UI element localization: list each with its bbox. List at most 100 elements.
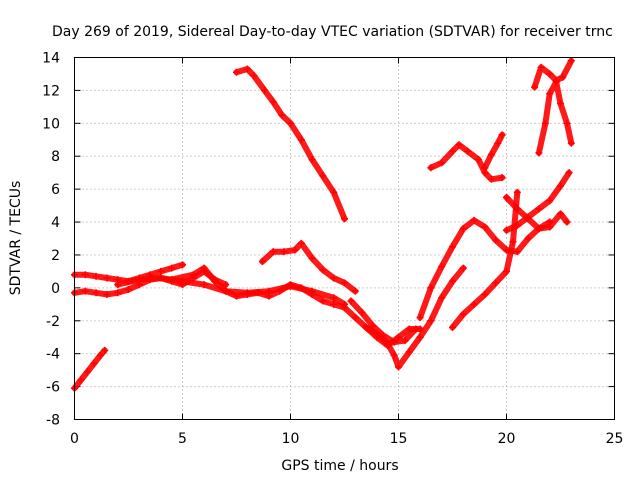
series-arc-17: [531, 57, 575, 91]
data-point-marker: [278, 111, 286, 119]
x-axis-label: GPS time / hours: [281, 458, 398, 474]
data-point-marker: [565, 169, 573, 177]
data-point-marker: [405, 325, 413, 333]
data-point-marker: [459, 310, 467, 318]
data-point-marker: [265, 292, 273, 300]
data-point-marker: [464, 147, 472, 155]
data-point-marker: [513, 221, 521, 229]
data-point-marker: [487, 175, 495, 183]
data-point-marker: [135, 276, 143, 284]
data-point-marker: [384, 340, 392, 348]
data-point-marker: [567, 139, 575, 147]
y-tick-label: -4: [46, 347, 60, 363]
data-point-marker: [481, 290, 489, 298]
y-tick-label: 2: [51, 248, 60, 264]
data-point-marker: [459, 264, 467, 272]
series-arc-13: [449, 188, 521, 331]
data-point-marker: [552, 77, 560, 85]
data-point-marker: [287, 119, 294, 127]
y-tick-label: 12: [42, 83, 60, 99]
data-point-marker: [351, 313, 359, 321]
series-arc-14: [503, 193, 571, 233]
data-point-marker: [319, 172, 327, 180]
series-arc-12: [481, 131, 506, 172]
data-point-marker: [427, 284, 435, 292]
data-point-marker: [481, 223, 489, 231]
data-point-marker: [233, 68, 240, 76]
data-point-marker: [200, 264, 208, 272]
chart-title: Day 269 of 2019, Sidereal Day-to-day VTE…: [52, 24, 613, 40]
data-point-marker: [308, 156, 316, 164]
data-point-marker: [101, 346, 109, 354]
data-point-marker: [261, 86, 269, 94]
data-point-marker: [481, 164, 489, 172]
y-tick-label: -2: [46, 314, 60, 330]
x-tick-label: 20: [498, 431, 516, 447]
data-point-marker: [308, 254, 316, 262]
data-point-marker: [103, 290, 111, 298]
data-point-marker: [297, 239, 305, 247]
data-point-marker: [427, 164, 435, 172]
data-point-marker: [503, 226, 510, 234]
series-trace: [233, 66, 348, 222]
data-point-marker: [189, 271, 197, 279]
data-point-marker: [347, 297, 355, 305]
data-point-marker: [546, 70, 554, 78]
data-point-marker: [492, 236, 500, 244]
data-point-marker: [103, 274, 111, 282]
data-point-marker: [269, 98, 277, 106]
data-point-marker: [341, 215, 348, 223]
tick-labels: 0 5 10 15 20 25 -8 -6 -4 -2 0 2 4 6 8 10 12 14: [42, 51, 623, 448]
data-point-marker: [535, 225, 543, 233]
data-point-marker: [287, 281, 294, 289]
data-point-marker: [438, 294, 446, 302]
x-tick-label: 25: [606, 431, 624, 447]
y-axis-label: SDTVAR / TECUs: [8, 181, 24, 296]
data-point-marker: [546, 223, 554, 231]
data-point-marker: [222, 281, 230, 289]
x-tick-label: 0: [70, 431, 79, 447]
series-arc-15: [503, 169, 573, 234]
y-tick-label: 4: [51, 215, 60, 231]
data-point-marker: [280, 248, 288, 256]
data-point-marker: [470, 216, 478, 224]
data-point-marker: [567, 57, 575, 65]
data-point-marker: [390, 338, 398, 346]
x-tick-label: 5: [178, 431, 187, 447]
data-point-marker: [513, 205, 521, 213]
data-point-marker: [541, 119, 549, 127]
data-point-marker: [449, 277, 456, 285]
data-point-marker: [524, 213, 532, 221]
y-tick-label: 0: [51, 281, 60, 297]
data-point-marker: [330, 188, 338, 196]
data-point-marker: [449, 243, 456, 251]
data-point-marker: [351, 287, 359, 295]
series-trace: [531, 57, 575, 91]
data-point-marker: [254, 289, 262, 297]
data-point-marker: [557, 100, 564, 108]
data-point-marker: [297, 136, 305, 144]
data-point-marker: [211, 277, 219, 285]
series-arc-6: [233, 65, 348, 223]
data-point-marker: [498, 131, 506, 139]
data-point-marker: [319, 297, 327, 305]
data-point-marker: [114, 281, 122, 289]
series-arc-7: [258, 239, 359, 295]
data-point-marker: [92, 289, 100, 297]
data-point-marker: [546, 197, 554, 205]
data-point-marker: [362, 323, 370, 331]
data-point-marker: [341, 304, 348, 312]
data-point-marker: [535, 149, 543, 157]
y-tick-label: 10: [42, 116, 60, 132]
data-point-marker: [330, 300, 338, 308]
series-arc-11: [427, 141, 506, 183]
data-point-marker: [390, 351, 398, 359]
data-point-marker: [233, 292, 240, 300]
data-point-marker: [168, 276, 176, 284]
data-point-marker: [405, 348, 413, 356]
data-point-marker: [412, 325, 420, 333]
data-point-marker: [401, 337, 409, 345]
data-point-marker: [494, 139, 502, 147]
data-point-marker: [83, 368, 91, 376]
